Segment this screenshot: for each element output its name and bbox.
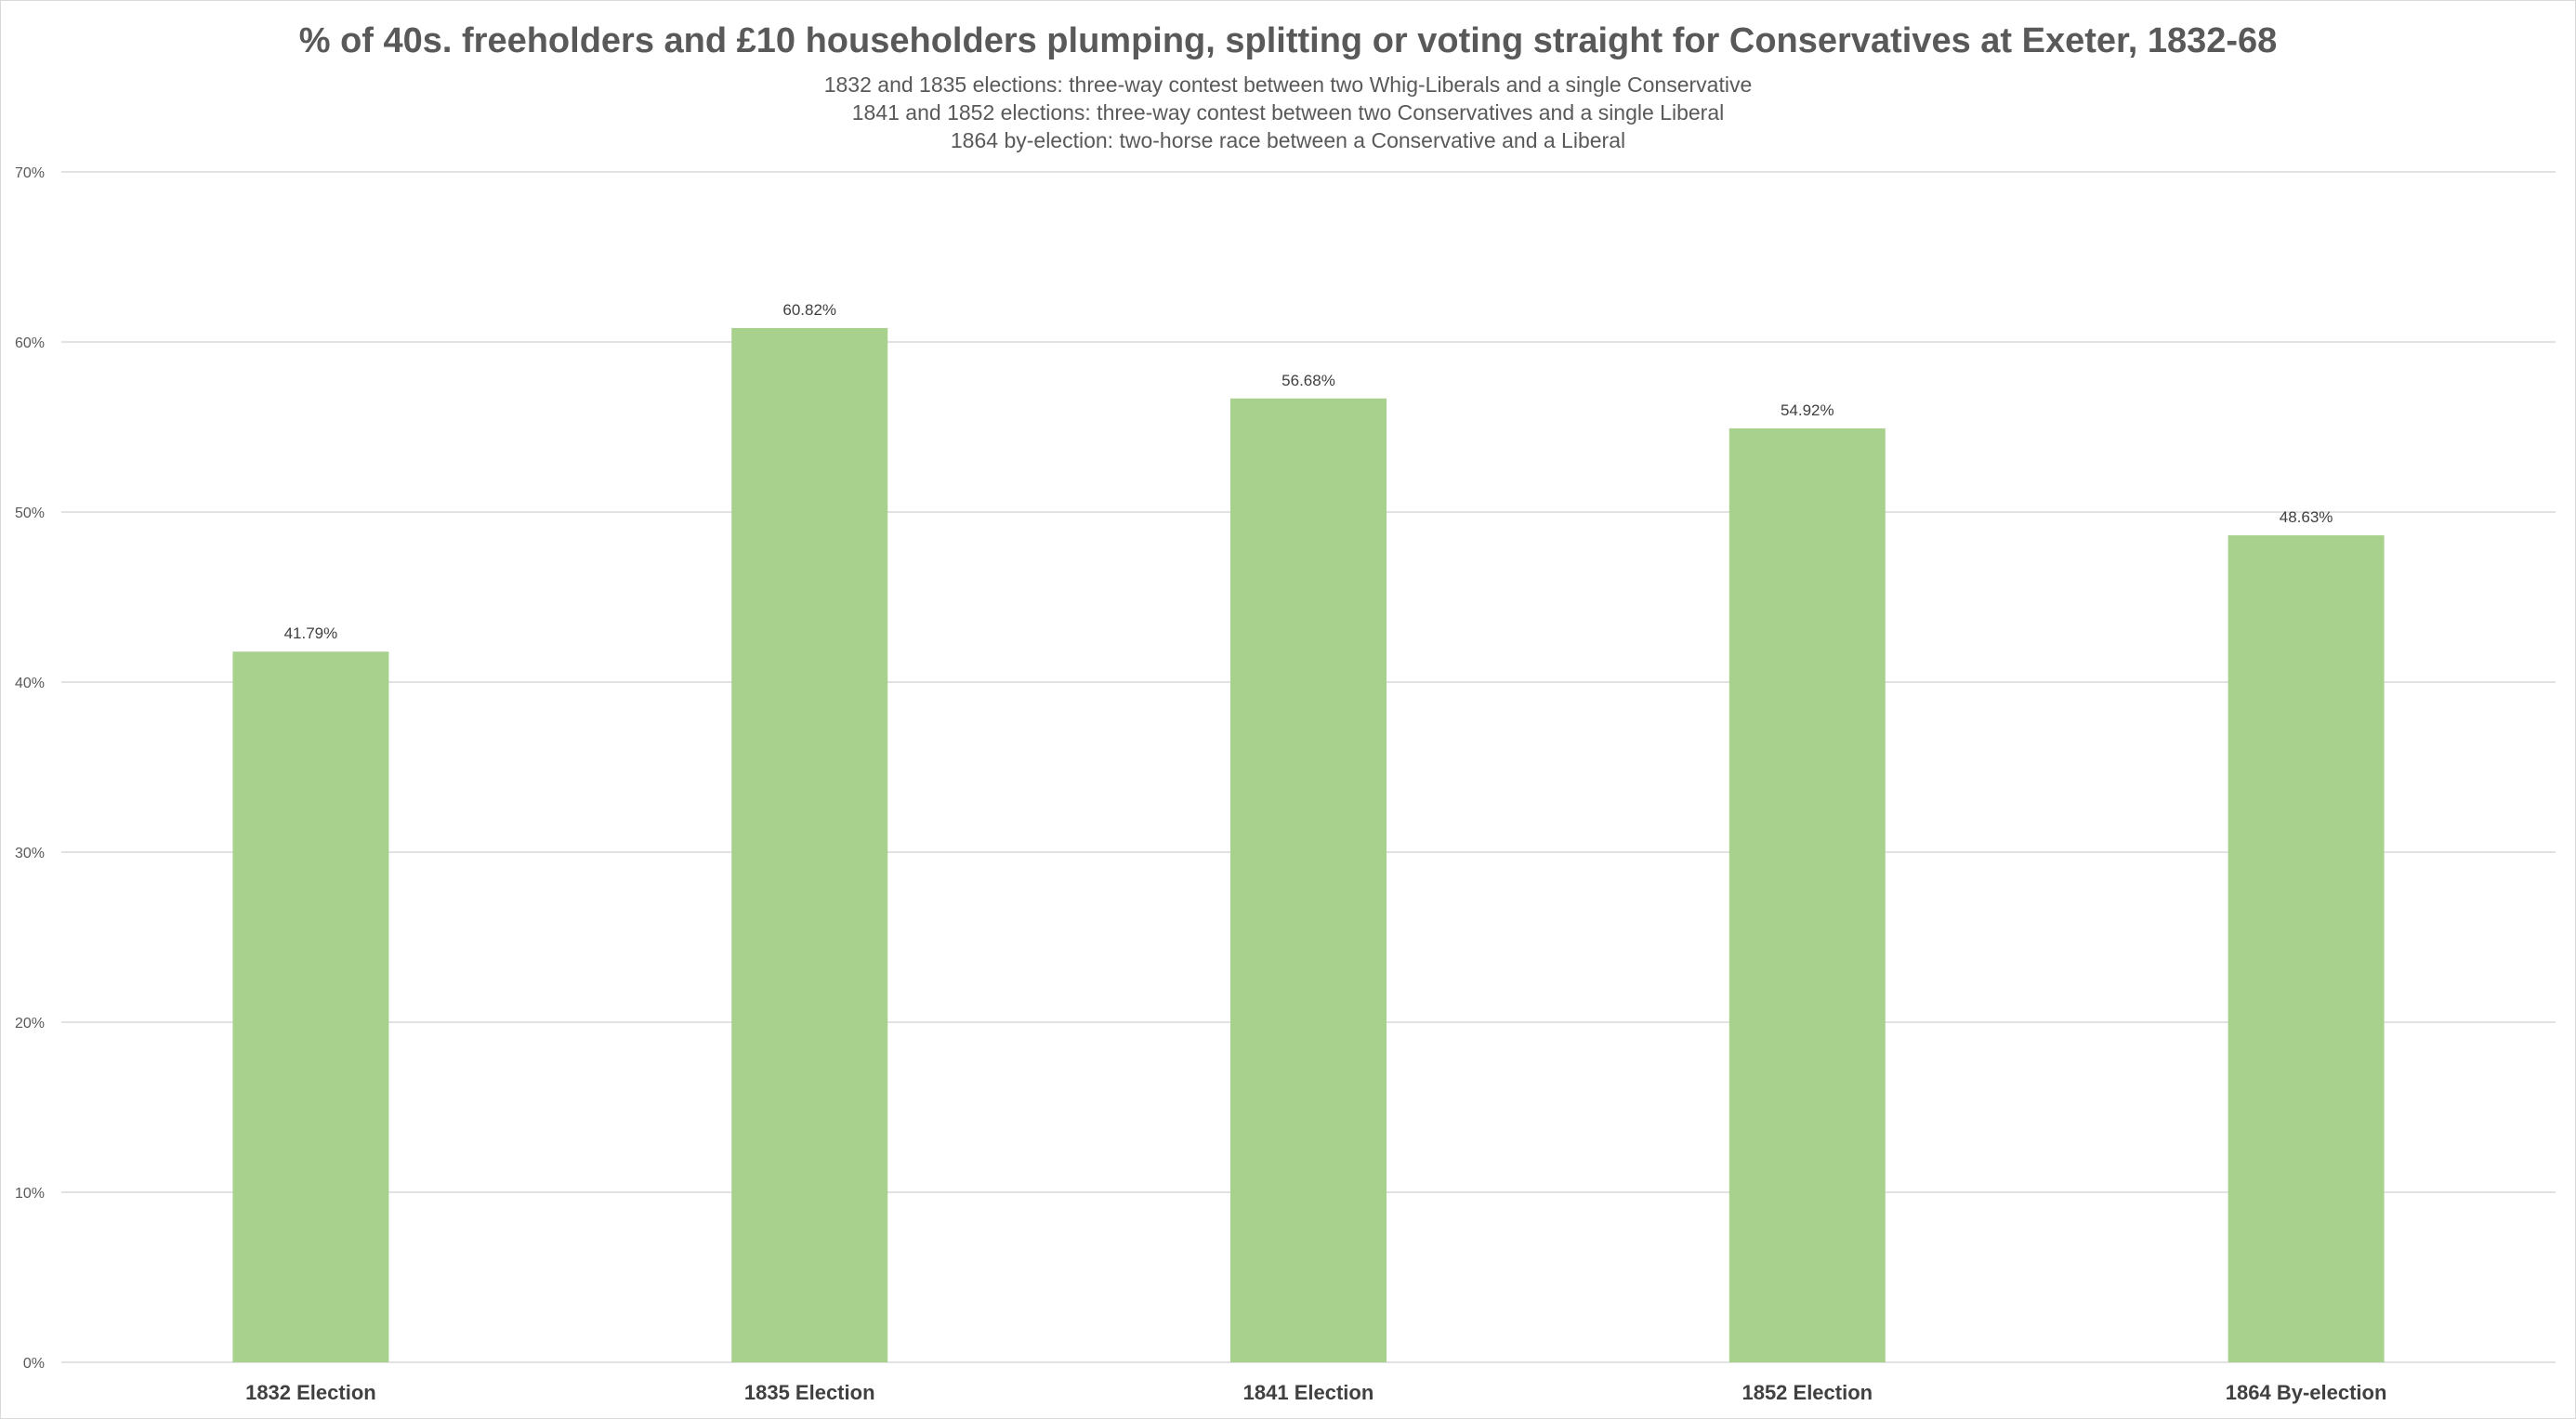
chart-title: % of 40s. freeholders and £10 householde… — [298, 21, 2278, 60]
x-category-label: 1841 Election — [1243, 1381, 1374, 1404]
chart-header: % of 40s. freeholders and £10 householde… — [0, 17, 2576, 154]
x-category-label: 1852 Election — [1741, 1381, 1873, 1404]
data-label: 48.63% — [2280, 508, 2333, 526]
data-label: 41.79% — [284, 624, 338, 642]
x-category-label: 1864 By-election — [2226, 1381, 2387, 1404]
chart-subtitle-1: 1832 and 1835 elections: three-way conte… — [823, 72, 1753, 97]
bar-1832-election — [232, 651, 389, 1362]
data-label: 56.68% — [1281, 372, 1335, 389]
data-label: 60.82% — [782, 301, 836, 319]
y-tick-label: 0% — [23, 1356, 45, 1372]
y-tick-label: 50% — [15, 506, 45, 521]
data-label: 54.92% — [1781, 401, 1834, 419]
chart-subtitle-2: 1841 and 1852 elections: three-way conte… — [851, 100, 1725, 125]
y-tick-label: 40% — [15, 676, 45, 691]
x-category-label: 1835 Election — [744, 1381, 875, 1404]
bar-1841-election — [1230, 398, 1387, 1363]
chart-subtitles: 1832 and 1835 elections: three-way conte… — [0, 71, 2576, 154]
x-category-label: 1832 Election — [245, 1381, 376, 1404]
bar-1852-election — [1728, 427, 1886, 1362]
chart-subtitle-3: 1864 by-election: two-horse race between… — [950, 128, 1626, 152]
y-tick-label: 30% — [15, 846, 45, 861]
bar-1864-by-election — [2228, 535, 2385, 1362]
y-tick-label: 20% — [15, 1016, 45, 1031]
y-tick-label: 10% — [15, 1186, 45, 1202]
y-tick-label: 70% — [15, 165, 45, 181]
bar-1835-election — [731, 327, 888, 1362]
y-tick-label: 60% — [15, 335, 45, 351]
